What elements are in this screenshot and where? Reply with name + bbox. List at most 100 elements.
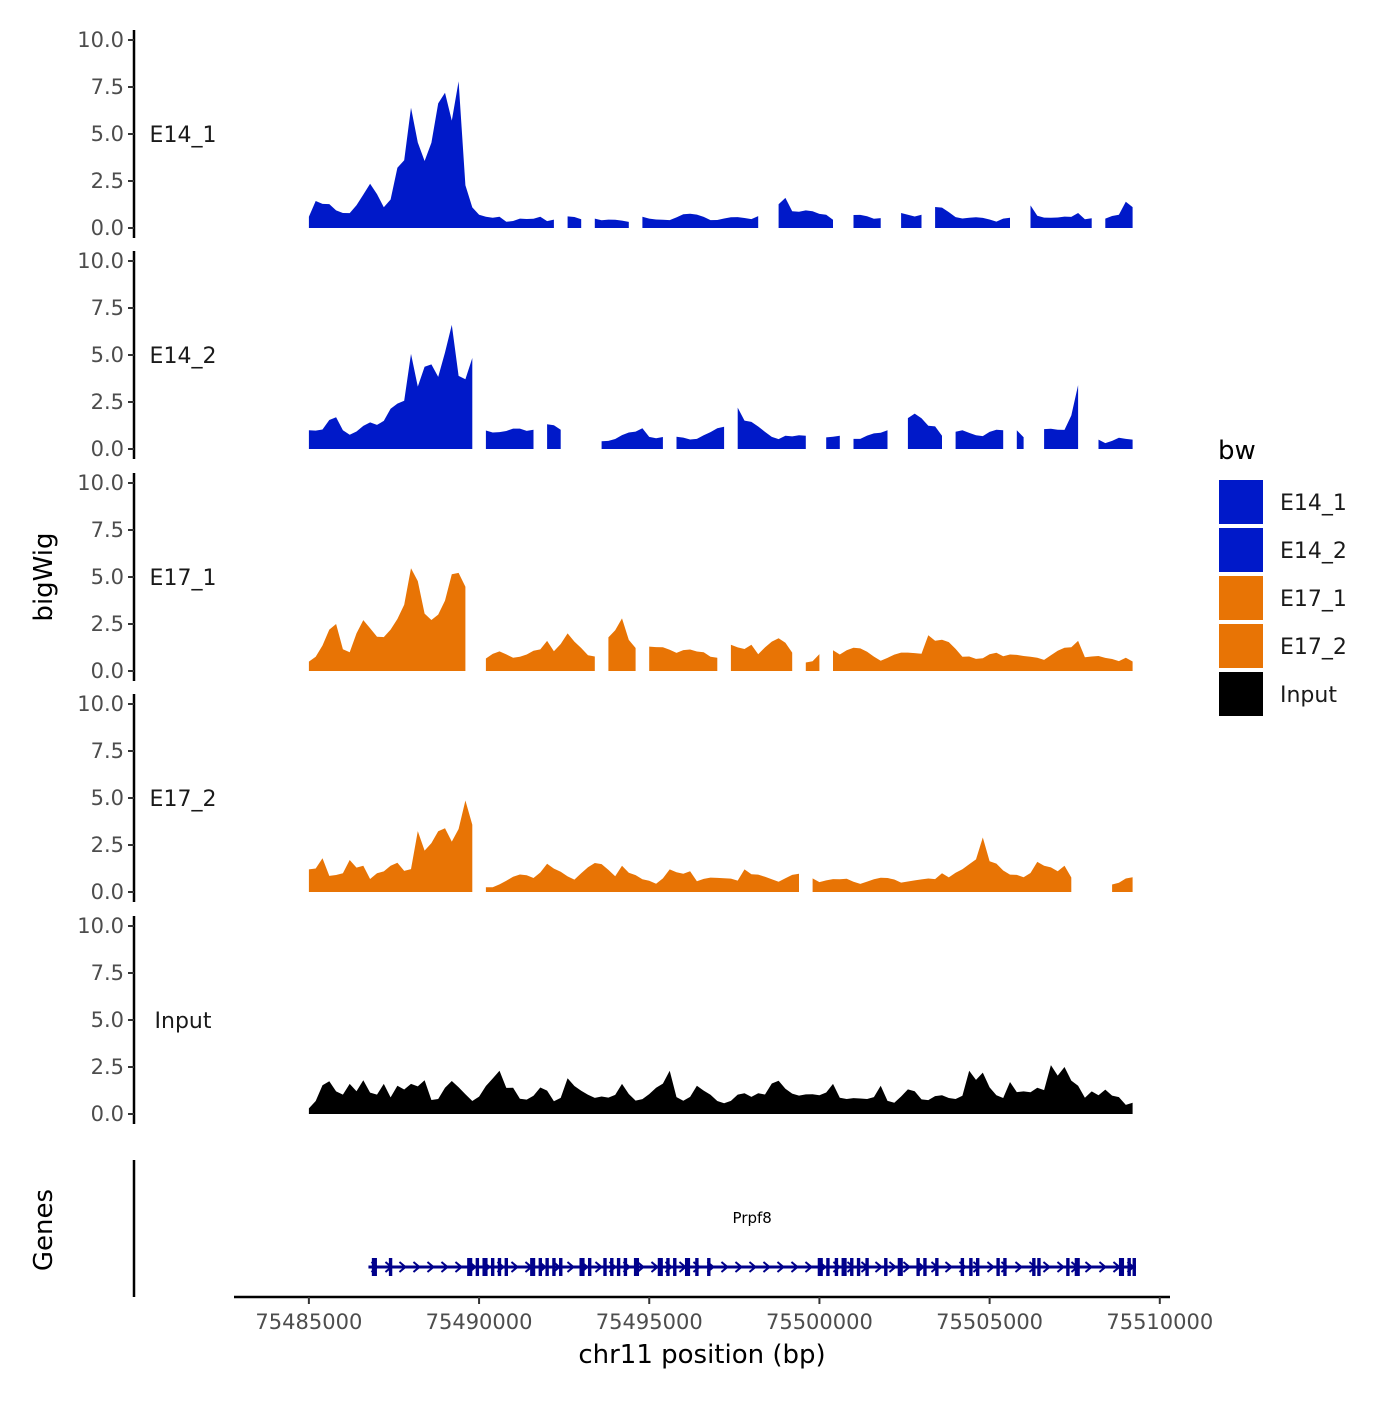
gene-exon [603, 1258, 607, 1276]
gene-exon [841, 1258, 847, 1276]
strand-arrow [748, 1261, 758, 1273]
signal-area-E14_1 [778, 197, 833, 228]
strand-arrow [734, 1261, 744, 1273]
gene-exon [1032, 1258, 1036, 1276]
strand-arrow [874, 1261, 884, 1273]
gene-exon [996, 1258, 1000, 1276]
gene-exon [475, 1258, 480, 1276]
signal-area-E17_2 [308, 800, 473, 892]
signal-area-E14_1 [594, 218, 629, 228]
gene-exon [388, 1258, 393, 1276]
legend-swatch-Input [1219, 672, 1263, 716]
track-label: Input [155, 1009, 212, 1034]
x-tick-label: 75500000 [766, 1310, 873, 1334]
y-tick-label: 5.0 [91, 1008, 124, 1032]
y-tick-label: 7.5 [91, 518, 124, 542]
strand-arrow [944, 1261, 954, 1273]
strand-arrow [594, 1261, 604, 1273]
legend-swatch-E14_1 [1219, 480, 1263, 524]
gene-exon [916, 1258, 920, 1276]
strand-arrow [426, 1261, 436, 1273]
y-tick-label: 2.5 [91, 1055, 124, 1079]
signal-area-E14_1 [308, 81, 554, 229]
gene-exon [657, 1258, 663, 1276]
gene-exon [490, 1258, 495, 1276]
gene-exon [552, 1258, 556, 1276]
gene-exon [826, 1258, 830, 1276]
y-tick-label: 0.0 [91, 216, 124, 240]
x-tick-label: 75485000 [255, 1310, 362, 1334]
y-tick-label: 7.5 [91, 296, 124, 320]
gene-exon [707, 1258, 711, 1276]
gene-exon [559, 1258, 563, 1276]
gene-exon [587, 1258, 592, 1276]
gene-exon [1066, 1258, 1070, 1276]
strand-arrow [454, 1261, 464, 1273]
gene-exon [884, 1258, 888, 1276]
gene-exon [482, 1258, 488, 1276]
gene-exon [1003, 1258, 1007, 1276]
gene-exon [538, 1258, 543, 1276]
strand-arrow [1056, 1261, 1066, 1273]
strand-arrow [1084, 1261, 1094, 1273]
strand-arrow [566, 1261, 576, 1273]
y-axis-title-bigwig: bigWig [29, 532, 59, 621]
strand-arrow [440, 1261, 450, 1273]
legend-label: Input [1280, 683, 1337, 708]
x-tick-label: 75510000 [1106, 1310, 1213, 1334]
gene-exon [579, 1258, 585, 1276]
y-tick-label: 10.0 [77, 692, 124, 716]
signal-area-E17_2 [812, 837, 1072, 892]
gene-exon [865, 1258, 869, 1276]
track-E14_2: 0.0 2.5 5.0 7.5 10.0 E14_2 [77, 249, 1133, 461]
y-tick-label: 5.0 [91, 343, 124, 367]
gene-exon [504, 1258, 508, 1276]
gene-exon [684, 1258, 691, 1276]
track-label: E14_2 [150, 344, 217, 369]
y-tick-label: 2.5 [91, 833, 124, 857]
y-tick-label: 10.0 [77, 471, 124, 495]
signal-area-E14_1 [1030, 205, 1092, 228]
gene-exon [856, 1258, 861, 1276]
signal-area-E17_1 [649, 646, 718, 671]
signal-area-E14_2 [737, 407, 806, 449]
y-tick-label: 5.0 [91, 122, 124, 146]
gene-exon [1132, 1258, 1136, 1276]
gene-exon [1074, 1258, 1080, 1276]
strand-arrow [762, 1261, 772, 1273]
y-tick-label: 10.0 [77, 914, 124, 938]
gene-exon [633, 1258, 640, 1276]
gene-exon [897, 1258, 903, 1276]
strand-arrow [1098, 1261, 1108, 1273]
strand-arrow [972, 1261, 982, 1273]
signal-area-E14_1 [642, 213, 759, 228]
gene-exon [834, 1258, 839, 1276]
signal-area-E17_1 [485, 633, 595, 671]
y-axis-title-genes: Genes [29, 1189, 59, 1271]
strand-arrow [636, 1261, 646, 1273]
gene-exon [935, 1258, 939, 1276]
gene-exon [960, 1258, 965, 1276]
legend-label: E14_1 [1280, 491, 1347, 516]
y-tick-label: 2.5 [91, 612, 124, 636]
signal-area-E14_1 [935, 207, 1010, 228]
track-label: E17_1 [150, 566, 217, 591]
gene-exon [923, 1258, 927, 1276]
signal-area-E14_2 [676, 426, 725, 449]
signal-area-E14_2 [1016, 430, 1024, 449]
y-tick-label: 5.0 [91, 786, 124, 810]
gene-exon [616, 1258, 621, 1276]
signal-area-E14_2 [308, 324, 473, 449]
y-tick-label: 0.0 [91, 1102, 124, 1126]
track-E17_2: 0.0 2.5 5.0 7.5 10.0 E17_2 [77, 692, 1133, 904]
strand-arrow [1014, 1261, 1024, 1273]
y-tick-label: 2.5 [91, 169, 124, 193]
legend-swatch-E17_1 [1219, 576, 1263, 620]
track-E14_1: 0.0 2.5 5.0 7.5 10.0 E14_1 [77, 28, 1133, 240]
strand-arrow [510, 1261, 520, 1273]
x-tick-label: 75505000 [936, 1310, 1043, 1334]
signal-area-E17_1 [730, 638, 793, 671]
